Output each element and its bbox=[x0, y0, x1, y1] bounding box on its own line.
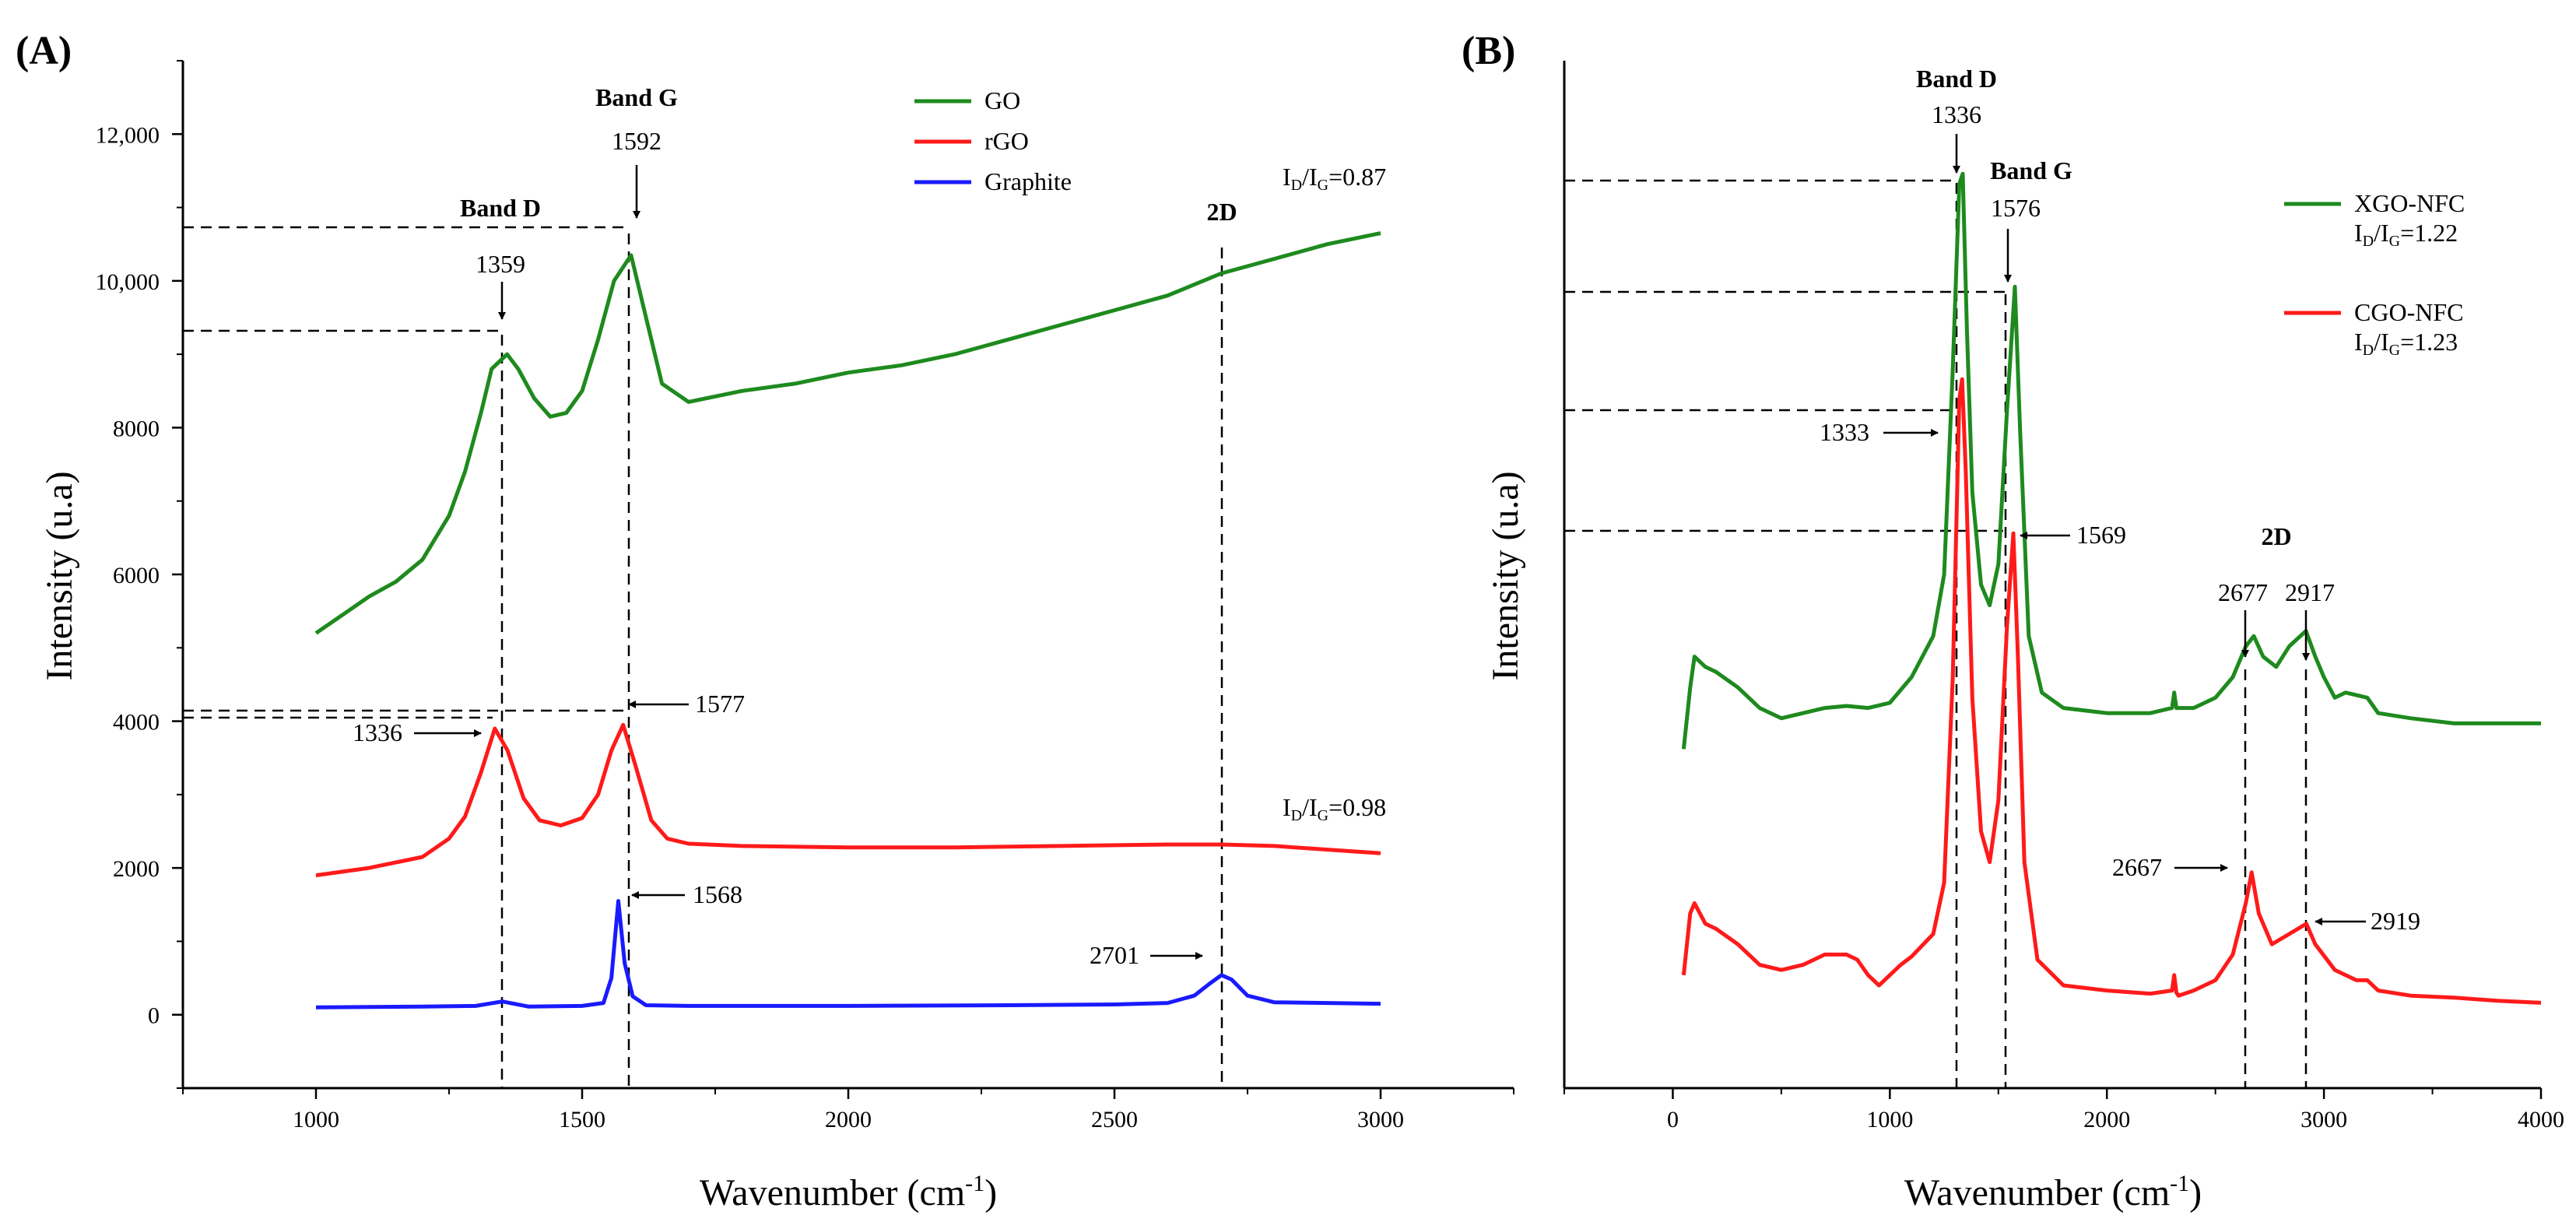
panel-b-legend: XGO-NFC ID/IG=1.22 CGO-NFC ID/IG=1.23 bbox=[2284, 189, 2465, 359]
y-tick-label: 4000 bbox=[113, 710, 160, 736]
x-tick-label: 2000 bbox=[825, 1107, 872, 1132]
series-line-rgo bbox=[315, 722, 1381, 878]
panel-a-y-label: Intensity (u.a) bbox=[39, 471, 80, 680]
c-d-peak-label: 1333 bbox=[1820, 418, 1869, 446]
panel-b-series bbox=[1681, 171, 2542, 1005]
legend-cgo-label: CGO-NFC bbox=[2354, 298, 2463, 326]
gr-g-peak-label: 1568 bbox=[693, 880, 742, 908]
legend-xgo-ratio: ID/IG=1.22 bbox=[2354, 219, 2458, 250]
x-2d1-peak-label: 2677 bbox=[2218, 578, 2268, 606]
x-tick-label: 4000 bbox=[2518, 1107, 2564, 1132]
b-band-g-title: Band G bbox=[1990, 156, 2072, 184]
band-2d-title: 2D bbox=[1206, 198, 1237, 226]
rgo-g-peak-label: 1577 bbox=[695, 690, 745, 718]
panel-b-label: (B) bbox=[1462, 29, 1515, 73]
panel-a-ticks: 1000 1500 2000 2500 3000 0 2000 4000 6000 8000 10,… bbox=[96, 60, 1514, 1132]
c-2d1-peak-label: 2667 bbox=[2112, 853, 2162, 881]
gr-2d-peak-label: 2701 bbox=[1090, 941, 1139, 969]
c-2d2-peak-label: 2919 bbox=[2371, 907, 2420, 935]
b-band-2d-title: 2D bbox=[2261, 522, 2291, 550]
x-tick-label: 3000 bbox=[1357, 1107, 1404, 1132]
x-tick-label: 0 bbox=[1667, 1107, 1679, 1132]
panel-a-guides bbox=[183, 226, 1223, 1088]
x-tick-label: 3000 bbox=[2301, 1107, 2347, 1132]
panel-b-y-label: Intensity (u.a) bbox=[1485, 471, 1526, 680]
y-tick-label: 2000 bbox=[113, 856, 160, 882]
y-tick-label: 8000 bbox=[113, 416, 160, 441]
c-g-peak-label: 1569 bbox=[2076, 521, 2126, 549]
panel-b-x-label: Wavenumber (cm-1) bbox=[1904, 1171, 2202, 1213]
x-g-peak-label: 1576 bbox=[1991, 194, 2041, 222]
legend-xgo-label: XGO-NFC bbox=[2354, 189, 2465, 217]
y-tick-label: 0 bbox=[148, 1003, 160, 1029]
legend-rgo-label: rGO bbox=[984, 127, 1029, 155]
series-line-go bbox=[314, 231, 1381, 635]
rgo-ratio: ID/IG=0.98 bbox=[1283, 793, 1386, 824]
x-d-peak-label: 1336 bbox=[1932, 100, 1981, 128]
legend-graphite-label: Graphite bbox=[984, 167, 1072, 195]
y-tick-label: 12,000 bbox=[96, 122, 160, 148]
x-tick-label: 1000 bbox=[1866, 1107, 1913, 1132]
x-tick-label: 2000 bbox=[2083, 1107, 2130, 1132]
panel-a: (A) 1000 1500 2000 2500 3000 0 2000 4000 6000 800… bbox=[16, 29, 1514, 1213]
panel-b-ticks: 0 1000 2000 3000 4000 bbox=[1563, 1088, 2564, 1132]
series-line-xgo-nfc bbox=[1681, 171, 2541, 750]
y-tick-label: 10,000 bbox=[96, 269, 160, 295]
panel-a-legend: GO rGO Graphite bbox=[914, 86, 1072, 195]
panel-a-series bbox=[314, 231, 1381, 1010]
series-line-graphite bbox=[315, 899, 1381, 1010]
legend-go-label: GO bbox=[984, 86, 1020, 114]
go-d-peak-label: 1359 bbox=[476, 250, 525, 278]
x-tick-label: 2500 bbox=[1091, 1107, 1138, 1132]
x-tick-label: 1000 bbox=[293, 1107, 339, 1132]
b-band-d-title: Band D bbox=[1916, 65, 1997, 93]
band-d-title: Band D bbox=[460, 194, 541, 222]
panel-a-label: (A) bbox=[16, 29, 72, 73]
band-g-title: Band G bbox=[595, 83, 678, 111]
rgo-d-peak-label: 1336 bbox=[353, 718, 402, 746]
go-g-peak-label: 1592 bbox=[612, 127, 662, 155]
series-line-cgo-nfc bbox=[1681, 377, 2542, 1005]
y-tick-label: 6000 bbox=[113, 563, 160, 588]
panel-b: (B) 0 1000 2000 3000 4000 Band D 1336 Band G… bbox=[1462, 29, 2564, 1213]
x-tick-label: 1500 bbox=[559, 1107, 605, 1132]
go-ratio: ID/IG=0.87 bbox=[1283, 163, 1386, 194]
panel-a-x-label: Wavenumber (cm-1) bbox=[700, 1171, 997, 1213]
legend-cgo-ratio: ID/IG=1.23 bbox=[2354, 328, 2458, 359]
x-2d2-peak-label: 2917 bbox=[2285, 578, 2335, 606]
